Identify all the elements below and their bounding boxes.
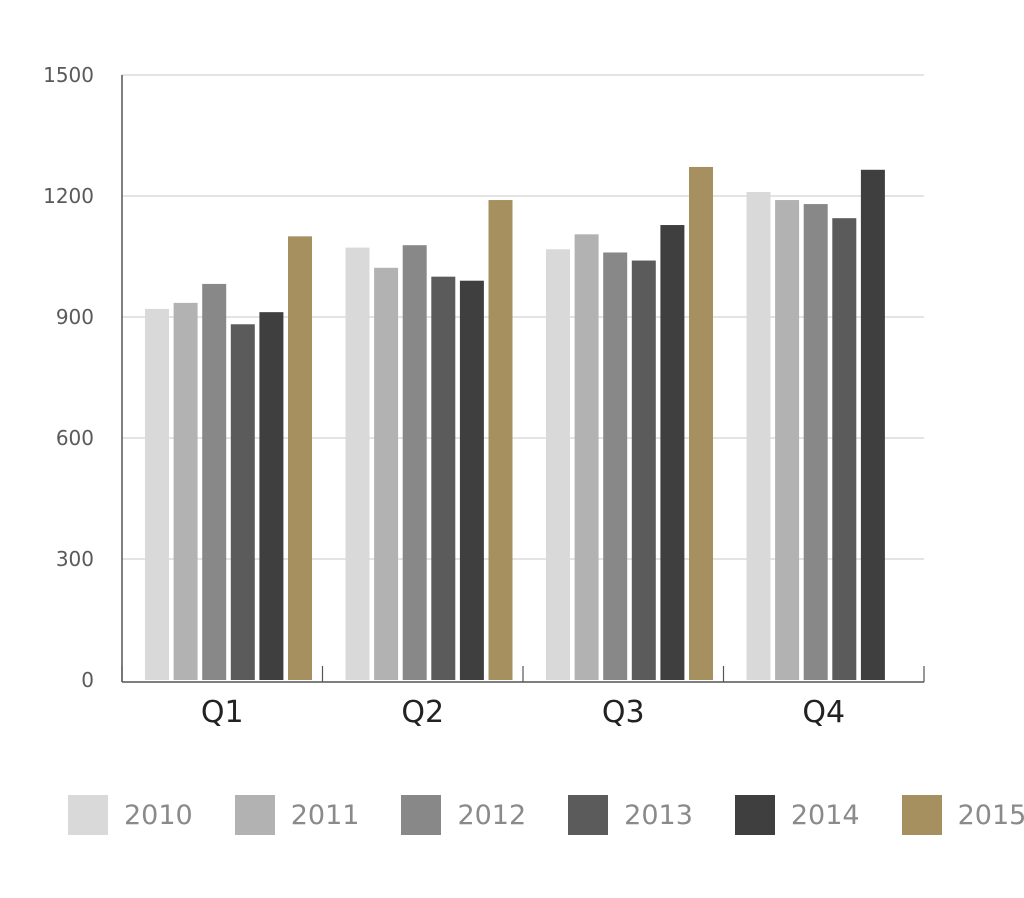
axes [121,75,925,683]
bar-2013-Q4 [832,218,857,680]
x-axis-category-labels: Q1 Q2 Q3 Q4 [201,695,845,730]
legend-swatch [568,795,609,835]
bar-2013-Q1 [230,324,255,680]
bar-2015-Q3 [689,166,713,680]
legend-label: 2010 [124,799,193,831]
bar-2011-Q1 [173,302,198,680]
bar-2010-Q4 [746,191,771,680]
legend-item: 2012 [401,795,526,835]
y-axis-tick-labels: 0 300 600 900 1200 1500 [43,63,94,692]
bar-2012-Q1 [202,283,227,680]
y-tick-label: 900 [56,305,94,329]
legend-item: 2011 [234,795,360,835]
bar-2014-Q1 [259,312,284,680]
bar-2015-Q1 [288,236,312,681]
bar-2014-Q2 [459,280,484,680]
x-category-label: Q3 [602,695,645,730]
legend-swatch [401,795,442,835]
legend-label: 2012 [457,799,527,831]
legend-label: 2014 [790,799,860,831]
bar-2014-Q4 [860,169,885,681]
legend-label: 2011 [290,799,360,831]
bar-2011-Q3 [574,234,599,681]
y-tick-label: 0 [81,668,94,692]
legend-item: 2015 [901,795,1024,835]
y-tick-label: 1500 [43,63,94,87]
bar-2010-Q1 [145,308,169,680]
bar-2012-Q2 [402,245,427,680]
legend-item: 2010 [68,795,193,835]
y-tick-label: 1200 [43,184,94,208]
bar-2015-Q2 [488,200,513,681]
x-category-label: Q2 [401,695,444,730]
bar-2012-Q4 [803,204,828,681]
bar-2011-Q2 [374,267,399,680]
bar-2012-Q3 [603,252,628,680]
x-category-label: Q1 [201,695,244,730]
legend-item: 2013 [568,795,693,835]
legend: 2010 2011 2012 2013 2014 2015 [68,794,1024,836]
bar-chart: 0 300 600 900 1200 1500 Q1 Q2 Q3 Q4 [43,63,925,730]
bar-2010-Q3 [546,249,570,681]
y-tick-label: 300 [56,547,94,571]
bar-2010-Q2 [345,247,370,681]
y-tick-label: 600 [56,426,94,450]
x-category-label: Q4 [802,695,845,730]
legend-swatch [68,795,108,835]
legend-item: 2014 [734,795,860,835]
legend-label: 2015 [957,799,1024,831]
bar-2014-Q3 [660,225,685,681]
bar-2013-Q3 [631,260,656,680]
legend-label: 2013 [624,799,693,831]
legend-swatch [234,795,275,835]
legend-swatch [734,795,775,835]
bars [145,166,885,681]
legend-swatch [901,795,942,835]
bar-2013-Q2 [431,276,456,680]
bar-2011-Q4 [775,200,800,681]
